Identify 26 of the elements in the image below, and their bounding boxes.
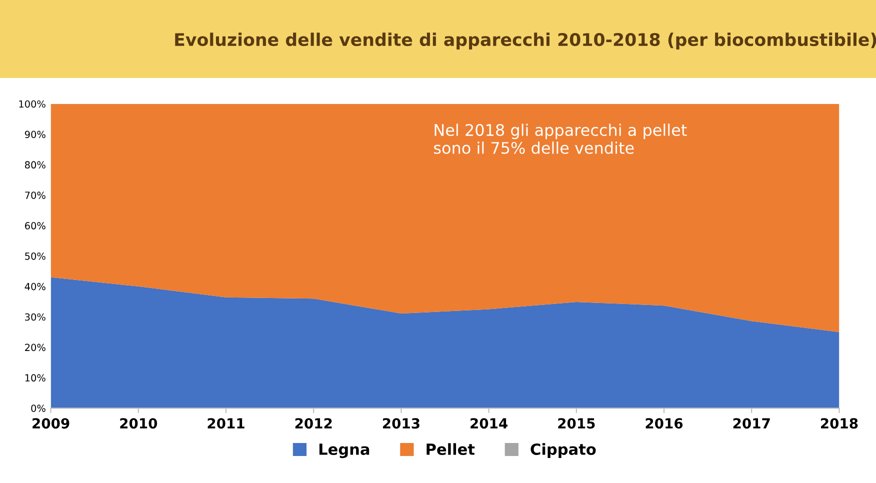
y-tick-label: 70% [25, 192, 46, 199]
x-tick-label: 2011 [208, 418, 244, 429]
legend-label: Legna [319, 444, 370, 458]
y-tick-label: 100% [19, 100, 46, 108]
y-tick-label: 0% [31, 404, 46, 412]
x-tick-label: 2013 [382, 418, 420, 429]
legend-label: Cippato [530, 443, 596, 458]
x-tick-label: 2016 [646, 418, 683, 429]
x-tick-label: 2015 [558, 418, 595, 429]
x-tick-label: 2012 [295, 418, 332, 429]
y-tick-label: 40% [24, 282, 46, 290]
x-tick-label: 2017 [733, 418, 770, 429]
y-tick-label: 30% [25, 313, 46, 321]
chart-title: Evoluzione delle vendite di apparecchi 2010-2018 (per biocombustibile) [175, 32, 876, 50]
annotation: Nel 2018 gli apparecchi a pellet sono il 75% delle vendite [434, 124, 687, 154]
y-tick-label: 50% [25, 252, 46, 260]
y-tick-label: 10% [25, 374, 46, 382]
legend-label: Pellet [426, 443, 475, 456]
x-tick-label: 2009 [32, 418, 70, 429]
x-tick-label: 2014 [470, 418, 508, 429]
y-tick-label: 60% [25, 222, 46, 230]
y-tick-label: 80% [24, 161, 46, 169]
y-tick-label: 20% [25, 344, 46, 352]
x-tick-label: 2010 [120, 418, 158, 429]
x-tick-label: 2018 [820, 418, 858, 429]
y-tick-label: 90% [24, 130, 46, 138]
